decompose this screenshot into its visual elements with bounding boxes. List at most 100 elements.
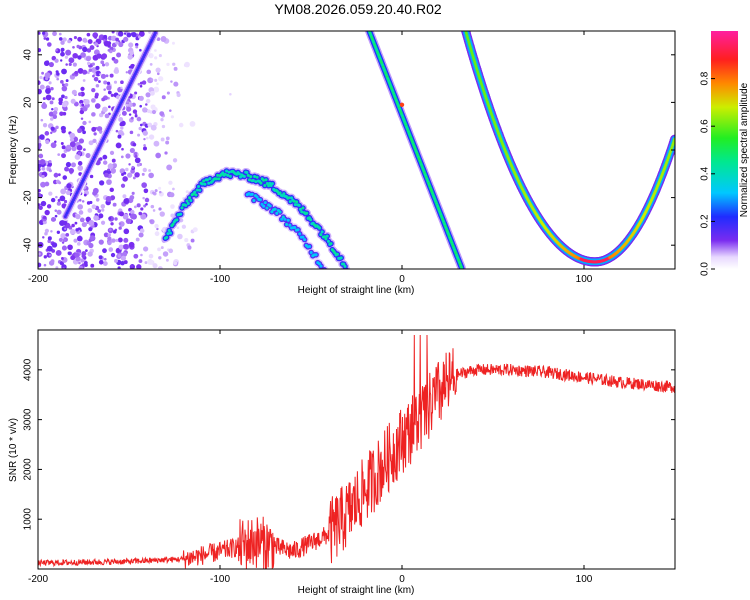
steep-diagonal-trace-core xyxy=(460,266,464,269)
noise-speckle xyxy=(138,232,144,238)
noise-speckle xyxy=(132,109,138,114)
noise-speckle xyxy=(137,133,141,137)
noise-speckle xyxy=(166,164,173,171)
noise-speckle xyxy=(131,32,137,38)
noise-speckle xyxy=(38,192,42,199)
arc-trace-core xyxy=(287,196,291,200)
arc-trace-core xyxy=(343,264,347,268)
noise-speckle xyxy=(76,144,83,151)
noise-speckle xyxy=(47,42,52,47)
noise-speckle xyxy=(61,101,68,108)
noise-speckle xyxy=(88,120,92,124)
noise-speckle xyxy=(158,76,164,82)
arc-trace-core xyxy=(165,235,169,239)
arc-trace-core xyxy=(259,181,263,185)
noise-speckle xyxy=(98,80,101,83)
arc-trace-core xyxy=(247,178,251,182)
noise-speckle xyxy=(147,122,153,128)
noise-speckle xyxy=(160,137,165,142)
noise-speckle xyxy=(72,45,75,49)
noise-speckle xyxy=(122,194,127,199)
noise-speckle xyxy=(78,261,81,265)
spectrogram-y-ticks: -40 -20 0 20 40 xyxy=(23,49,675,252)
noise-speckle xyxy=(64,95,68,100)
noise-speckle xyxy=(128,42,134,48)
noise-speckle xyxy=(47,88,51,92)
noise-speckle xyxy=(96,126,103,132)
noise-speckle xyxy=(189,121,196,127)
snr-y-tick-label: 4000 xyxy=(23,358,34,381)
noise-speckle xyxy=(73,238,78,243)
noise-speckle xyxy=(136,163,141,167)
noise-speckle xyxy=(91,62,95,66)
noise-speckle xyxy=(71,73,75,76)
noise-speckle xyxy=(94,103,101,109)
noise-speckle xyxy=(162,251,169,257)
noise-speckle xyxy=(109,187,114,193)
arc-trace-core xyxy=(319,233,323,237)
noise-speckle xyxy=(141,182,148,188)
noise-speckle xyxy=(102,160,108,165)
noise-speckle xyxy=(46,204,52,209)
noise-speckle xyxy=(104,113,110,119)
noise-speckle xyxy=(154,49,157,52)
noise-speckle xyxy=(52,110,58,116)
noise-speckle xyxy=(115,41,119,45)
noise-speckle xyxy=(138,259,143,263)
arc-trace-core xyxy=(335,252,339,256)
noise-speckle xyxy=(60,142,64,146)
noise-speckle xyxy=(58,181,62,185)
noise-speckle xyxy=(62,111,67,116)
arc-trace-branch-core xyxy=(262,204,266,208)
noise-speckle xyxy=(121,110,127,116)
noise-speckle xyxy=(106,81,111,85)
noise-speckle xyxy=(147,259,154,265)
noise-speckle xyxy=(139,84,143,88)
noise-speckle xyxy=(83,98,90,105)
noise-speckle xyxy=(112,202,117,207)
noise-speckle xyxy=(139,123,143,127)
noise-speckle xyxy=(88,227,93,232)
noise-speckle xyxy=(177,233,183,240)
noise-speckle xyxy=(60,80,64,84)
snr-x-ticks: -200 -100 0 100 xyxy=(28,330,593,585)
arc-trace-branch-core xyxy=(319,264,323,268)
noise-speckle xyxy=(52,114,58,119)
noise-speckle xyxy=(154,78,158,82)
arc-trace-core xyxy=(292,199,296,203)
noise-speckle xyxy=(88,68,93,73)
noise-speckle xyxy=(159,111,165,117)
arc-trace-branch-core xyxy=(309,250,313,254)
noise-speckle xyxy=(133,205,137,209)
noise-speckle xyxy=(57,153,61,157)
noise-speckle xyxy=(98,157,103,161)
noise-speckle xyxy=(69,132,76,139)
noise-speckle xyxy=(152,263,158,269)
noise-speckle xyxy=(94,42,99,47)
noise-speckle xyxy=(53,172,59,178)
noise-speckle xyxy=(133,151,138,156)
noise-speckle xyxy=(41,174,45,179)
noise-speckle xyxy=(107,233,111,237)
noise-speckle xyxy=(64,166,69,172)
noise-speckle xyxy=(88,220,95,226)
arc-trace-core xyxy=(226,173,230,177)
noise-speckle xyxy=(140,213,147,220)
noise-speckle xyxy=(229,92,232,96)
noise-speckle xyxy=(102,106,108,113)
noise-speckle xyxy=(100,73,106,79)
noise-speckle xyxy=(131,191,135,195)
noise-speckle xyxy=(134,154,138,158)
noise-speckle xyxy=(123,243,129,250)
noise-speckle xyxy=(71,89,77,95)
noise-speckle xyxy=(85,249,88,252)
noise-speckle xyxy=(49,117,54,121)
noise-speckle xyxy=(74,221,78,225)
noise-speckle xyxy=(38,80,41,86)
noise-speckle xyxy=(43,37,47,40)
noise-speckle xyxy=(61,219,68,226)
noise-speckle xyxy=(117,40,121,43)
arc-trace-core xyxy=(227,170,231,174)
figure-title: YM08.2026.059.20.40.R02 xyxy=(274,1,442,17)
noise-speckle xyxy=(86,61,91,66)
